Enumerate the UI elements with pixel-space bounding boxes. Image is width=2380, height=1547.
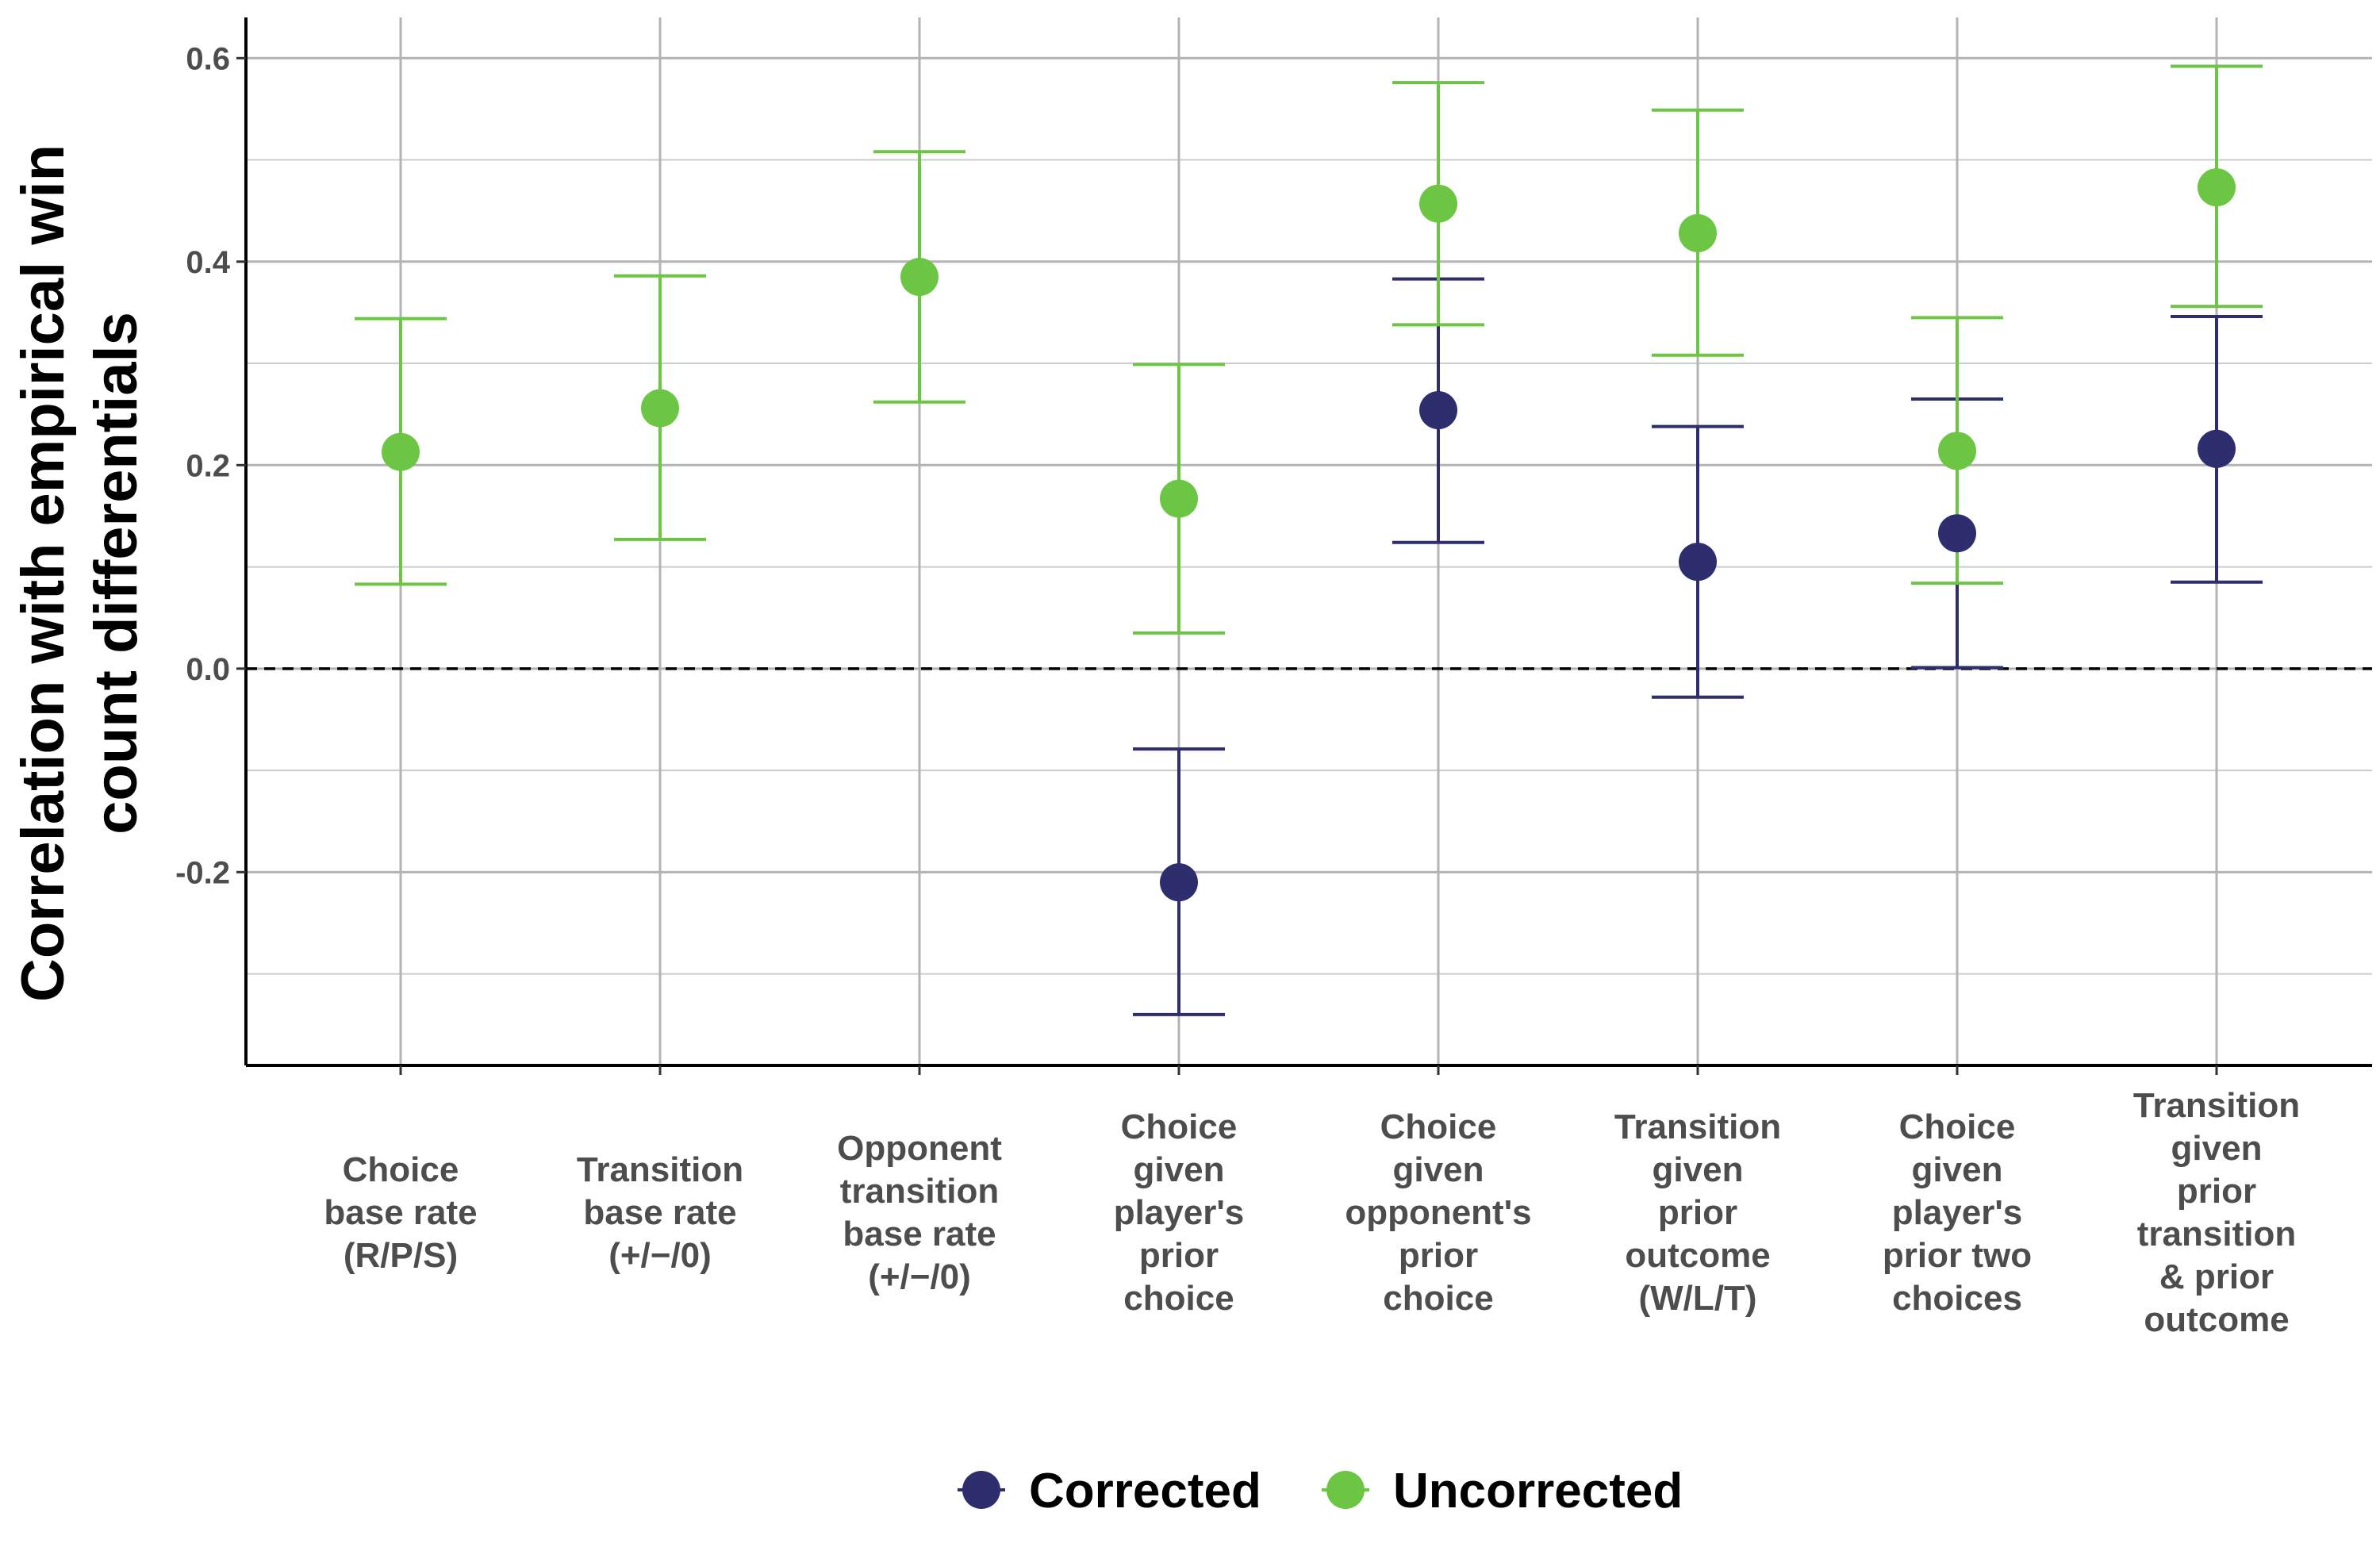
category-label: Transition base rate (+/−/0) bbox=[577, 1150, 743, 1275]
category-label-line: player's bbox=[1892, 1193, 2023, 1232]
y-tick-label: 0.4 bbox=[186, 245, 230, 280]
point-uncorrected bbox=[2198, 168, 2236, 207]
category-label-line: choice bbox=[1383, 1279, 1493, 1318]
axis-labels: -0.2 0.0 0.2 0.4 0.6 Choice base rate (R/P/S) Tr… bbox=[10, 41, 2300, 1339]
category-label-line: Transition bbox=[2133, 1086, 2300, 1125]
category-label: Choice base rate (R/P/S) bbox=[324, 1150, 477, 1275]
category-label-line: player's bbox=[1114, 1193, 1245, 1232]
category-label-line: (+/−/0) bbox=[868, 1257, 971, 1296]
category-label-line: & prior bbox=[2159, 1257, 2274, 1296]
y-tick-label: -0.2 bbox=[175, 855, 230, 890]
category-label-line: base rate bbox=[843, 1215, 996, 1253]
category-label-line: prior two bbox=[1883, 1236, 2032, 1275]
category-label-line: given bbox=[1653, 1150, 1744, 1189]
axes bbox=[236, 17, 2372, 1075]
legend-label: Corrected bbox=[1029, 1464, 1261, 1518]
data-marks bbox=[355, 64, 2263, 1016]
category-label-line: given bbox=[1912, 1150, 2003, 1189]
legend: Corrected Uncorrected bbox=[958, 1464, 1683, 1518]
category-label-line: Opponent bbox=[837, 1129, 1002, 1168]
point-corrected bbox=[1938, 514, 1976, 553]
point-uncorrected bbox=[1938, 432, 1976, 470]
legend-item-uncorrected: Uncorrected bbox=[1322, 1464, 1683, 1518]
category-label-line: base rate bbox=[583, 1193, 736, 1232]
point-corrected bbox=[1419, 391, 1457, 430]
point-corrected bbox=[1679, 543, 1717, 582]
y-tick-label: 0.0 bbox=[186, 652, 230, 687]
y-axis-title: count differentials bbox=[83, 312, 150, 835]
legend-key-corrected bbox=[962, 1471, 1000, 1509]
point-uncorrected bbox=[1679, 213, 1717, 252]
category-label-line: choice bbox=[1123, 1279, 1234, 1318]
category-label: Transition given prior outcome (W/L/T) bbox=[1614, 1107, 1781, 1318]
point-uncorrected bbox=[1160, 479, 1198, 518]
category-label-line: choices bbox=[1892, 1279, 2022, 1318]
category-label-line: (W/L/T) bbox=[1638, 1279, 1756, 1318]
category-label-line: given bbox=[2171, 1129, 2263, 1168]
category-label: Choice given player's prior choice bbox=[1114, 1107, 1245, 1318]
category-label-line: (R/P/S) bbox=[344, 1236, 458, 1275]
point-uncorrected bbox=[1419, 184, 1457, 223]
category-label: Opponent transition base rate (+/−/0) bbox=[837, 1129, 1002, 1296]
category-label-line: given bbox=[1134, 1150, 1225, 1189]
point-uncorrected bbox=[900, 258, 939, 297]
category-label-line: base rate bbox=[324, 1193, 477, 1232]
category-label-line: transition bbox=[2137, 1215, 2296, 1253]
category-label-line: prior bbox=[1139, 1236, 1219, 1275]
grid bbox=[246, 17, 2372, 1065]
category-label-line: (+/−/0) bbox=[608, 1236, 712, 1275]
category-label-line: Transition bbox=[577, 1150, 743, 1189]
category-label-line: transition bbox=[840, 1172, 999, 1211]
category-label: Transition given prior transition & prior out… bbox=[2133, 1086, 2300, 1339]
category-label: Choice given player's prior two choices bbox=[1883, 1107, 2032, 1318]
category-label-line: prior bbox=[2177, 1172, 2256, 1211]
y-tick-label: 0.6 bbox=[186, 41, 230, 76]
legend-key-uncorrected bbox=[1326, 1471, 1365, 1509]
category-label-line: Choice bbox=[1121, 1107, 1238, 1146]
category-label-line: opponent's bbox=[1345, 1193, 1531, 1232]
y-axis-title: Correlation with empirical win bbox=[10, 144, 77, 1002]
category-label-line: Transition bbox=[1614, 1107, 1781, 1146]
category-label-line: prior bbox=[1658, 1193, 1737, 1232]
category-label-line: given bbox=[1393, 1150, 1484, 1189]
point-uncorrected bbox=[641, 389, 679, 428]
category-label-line: outcome bbox=[2144, 1300, 2289, 1339]
category-label-line: prior bbox=[1399, 1236, 1478, 1275]
point-corrected bbox=[1160, 863, 1198, 902]
y-tick-label: 0.2 bbox=[186, 448, 230, 483]
point-uncorrected bbox=[382, 432, 420, 471]
category-label-line: Choice bbox=[1899, 1107, 2016, 1146]
category-label-line: Choice bbox=[1380, 1107, 1497, 1146]
category-label-line: outcome bbox=[1625, 1236, 1770, 1275]
category-label-line: Choice bbox=[343, 1150, 459, 1189]
category-label: Choice given opponent's prior choice bbox=[1345, 1107, 1531, 1318]
point-corrected bbox=[2198, 429, 2236, 468]
legend-label: Uncorrected bbox=[1393, 1464, 1683, 1518]
legend-item-corrected: Corrected bbox=[958, 1464, 1261, 1518]
